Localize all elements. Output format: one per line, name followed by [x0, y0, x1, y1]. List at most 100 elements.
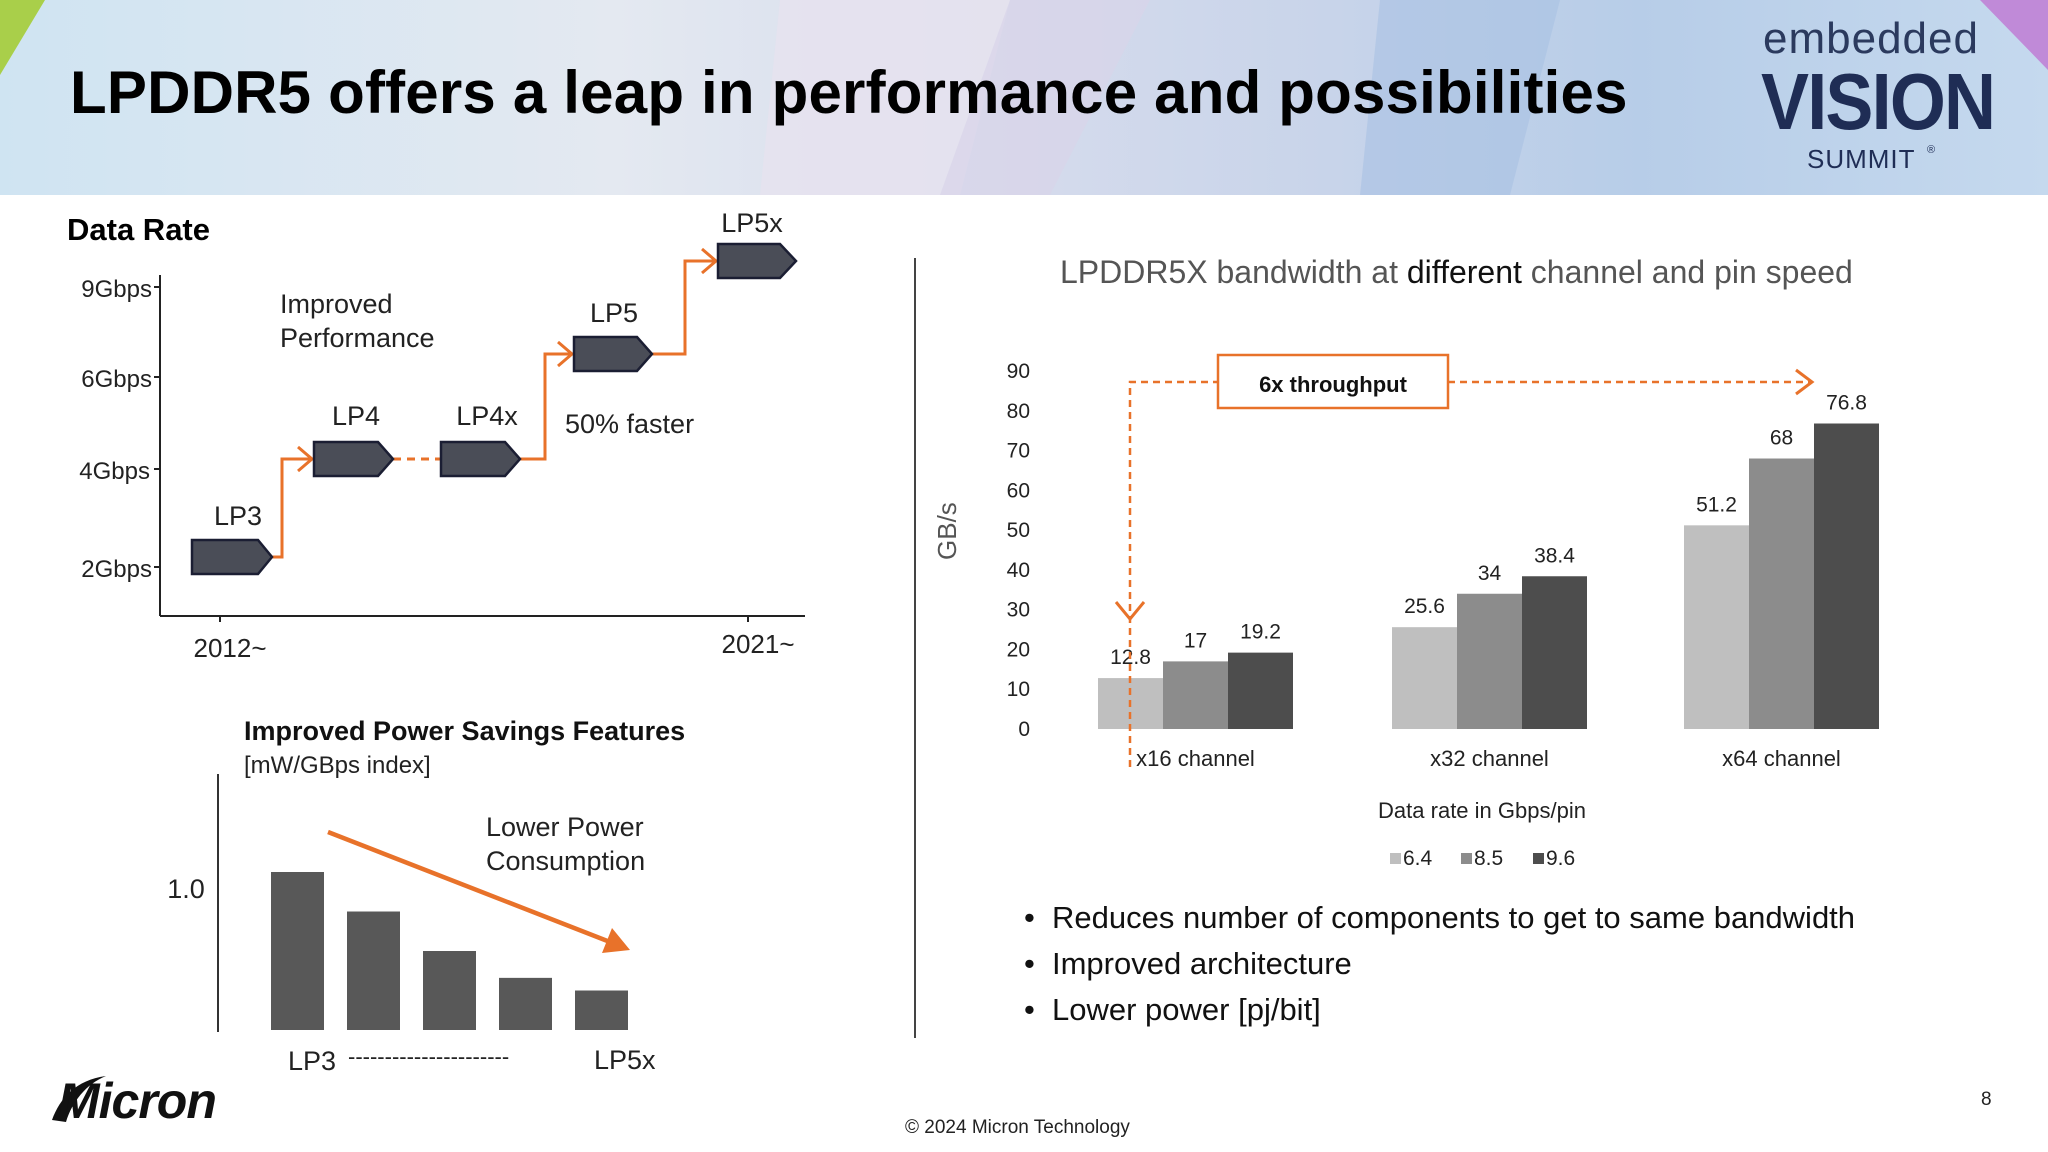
- power-annotation-line2: Consumption: [486, 846, 645, 876]
- data-label: 51.2: [1696, 493, 1737, 516]
- power-diagram: 1.0 Lower Power Consumption LP3 --------…: [167, 774, 656, 1076]
- category-label: x64 channel: [1722, 746, 1841, 771]
- bar-x32-channel-8.5: [1457, 593, 1522, 729]
- data-rate-title: Data Rate: [67, 212, 210, 247]
- legend-label: 8.5: [1474, 847, 1503, 870]
- y-axis-label-gbs: GB/s: [932, 502, 962, 560]
- y-tick-label: 70: [1007, 440, 1030, 463]
- micron-logo-text: Micron: [58, 1073, 217, 1129]
- power-trend-arrowhead: [602, 928, 630, 953]
- annotation-improved-line1: Improved: [280, 289, 393, 319]
- power-bar-5: [575, 990, 628, 1030]
- bullet-item: • Improved architecture: [1024, 946, 1352, 981]
- data-label: 19.2: [1240, 621, 1281, 644]
- bullet-item: • Lower power [pj/bit]: [1024, 992, 1321, 1027]
- legend: 6.4 8.5 9.6: [1390, 847, 1575, 870]
- annotation-50-faster: 50% faster: [565, 409, 694, 439]
- x-tick-2012: 2012~: [193, 633, 266, 663]
- bar-x16-channel-9.6: [1228, 652, 1293, 729]
- power-bar-2: [347, 911, 400, 1030]
- y-tick-label: 60: [1007, 479, 1030, 502]
- bullet-text: Lower power [pj/bit]: [1052, 992, 1321, 1027]
- marker-lp5x: [716, 242, 798, 280]
- annotation-box: [1216, 353, 1450, 410]
- micron-logo-mark: [52, 1076, 106, 1122]
- annotation-arrowhead-down: [1114, 601, 1146, 622]
- y-tick-label: 40: [1007, 559, 1030, 582]
- marker-lp5: [572, 335, 654, 373]
- bullet-item: • Reduces number of components to get to …: [1024, 900, 1856, 935]
- chart-title-part1: LPDDR5X bandwidth at: [1060, 254, 1407, 290]
- bar-x64-channel-8.5: [1749, 458, 1814, 729]
- logo-summit-text: SUMMIT: [1807, 144, 1916, 174]
- marker-lp3: [190, 538, 274, 576]
- power-annotation-line1: Lower Power: [486, 812, 644, 842]
- legend-label: 6.4: [1403, 847, 1433, 870]
- vertical-divider: [914, 258, 916, 1038]
- power-bar-3: [423, 951, 476, 1030]
- power-bars: [271, 872, 628, 1030]
- y-tick-label: 50: [1007, 519, 1030, 542]
- embedded-vision-logo: embedded VISION SUMMIT ®: [1755, 14, 1996, 174]
- marker-lp4: [312, 440, 395, 478]
- power-x-dashes: ----------------------: [348, 1044, 509, 1069]
- y-tick-9gbps: 9Gbps: [81, 276, 152, 303]
- power-bar-1: [271, 872, 324, 1030]
- y-tick-label: 0: [1018, 718, 1030, 741]
- category-label: x16 channel: [1136, 746, 1255, 771]
- label-lp3: LP3: [214, 501, 262, 531]
- header-banner: LPDDR5 offers a leap in performance and …: [0, 0, 2048, 195]
- page-number: 8: [1981, 1089, 1992, 1110]
- logo-summit-mark: ®: [1927, 144, 1936, 156]
- label-lp4x: LP4x: [456, 401, 518, 431]
- step-connector-lp4x-lp5: [520, 352, 572, 461]
- legend-swatch: [1461, 853, 1472, 864]
- step-connector-lp5-lp5x: [652, 259, 716, 356]
- data-label: 68: [1770, 427, 1793, 450]
- legend-swatch: [1390, 853, 1401, 864]
- chart-title-emphasis: different: [1406, 254, 1522, 290]
- header-decoration: [0, 0, 2048, 195]
- annotation-arrowhead-right: [1795, 368, 1815, 396]
- x-axis-label: Data rate in Gbps/pin: [1378, 798, 1586, 823]
- category-labels: x16 channel x32 channel x64 channel: [1136, 746, 1841, 771]
- legend-label: 9.6: [1546, 847, 1575, 870]
- bullet-text: Improved architecture: [1052, 946, 1352, 981]
- logo-vision-text: VISION: [1761, 57, 1996, 146]
- data-label: 25.6: [1404, 595, 1445, 618]
- data-rate-diagram: 9Gbps 6Gbps 4Gbps 2Gbps 2012~ 2021~ Impr…: [79, 208, 805, 663]
- data-label: 38.4: [1534, 544, 1575, 567]
- y-tick-label: 80: [1007, 400, 1030, 423]
- x-tick-2021: 2021~: [721, 629, 794, 659]
- y-tick-2gbps: 2Gbps: [81, 556, 152, 583]
- copyright: © 2024 Micron Technology: [905, 1117, 1130, 1138]
- label-lp5x: LP5x: [721, 208, 783, 238]
- bandwidth-chart-title: LPDDR5X bandwidth at different channel a…: [1060, 254, 1853, 291]
- marker-lp4x: [439, 440, 522, 478]
- slide-title: LPDDR5 offers a leap in performance and …: [70, 59, 1628, 126]
- data-label: 76.8: [1826, 392, 1867, 415]
- power-x-start: LP3: [288, 1046, 336, 1076]
- bar-x32-channel-9.6: [1522, 576, 1587, 729]
- legend-swatch: [1533, 853, 1544, 864]
- bar-x16-channel-8.5: [1163, 661, 1228, 729]
- y-tick-label: 30: [1007, 599, 1030, 622]
- bar-x64-channel-6.4: [1684, 525, 1749, 729]
- y-tick-label: 10: [1007, 678, 1030, 701]
- power-trend-arrow: [327, 829, 611, 945]
- chart-title-part3: channel and pin speed: [1521, 254, 1853, 290]
- annotation-text: 6x throughput: [1259, 372, 1408, 397]
- annotation-improved-line2: Performance: [280, 323, 435, 353]
- power-x-end: LP5x: [594, 1045, 656, 1075]
- label-lp4: LP4: [332, 401, 380, 431]
- logo-embedded-text: embedded: [1763, 14, 1979, 63]
- y-tick-6gbps: 6Gbps: [81, 366, 152, 393]
- bar-x32-channel-6.4: [1392, 627, 1457, 729]
- y-ticks: 0 10 20 30 40 50 60 70 80 90: [1007, 360, 1030, 741]
- bar-x64-channel-9.6: [1814, 423, 1879, 729]
- power-title: Improved Power Savings Features: [244, 716, 686, 746]
- y-tick-label: 90: [1007, 360, 1030, 383]
- bullet-text: Reduces number of components to get to s…: [1052, 900, 1856, 935]
